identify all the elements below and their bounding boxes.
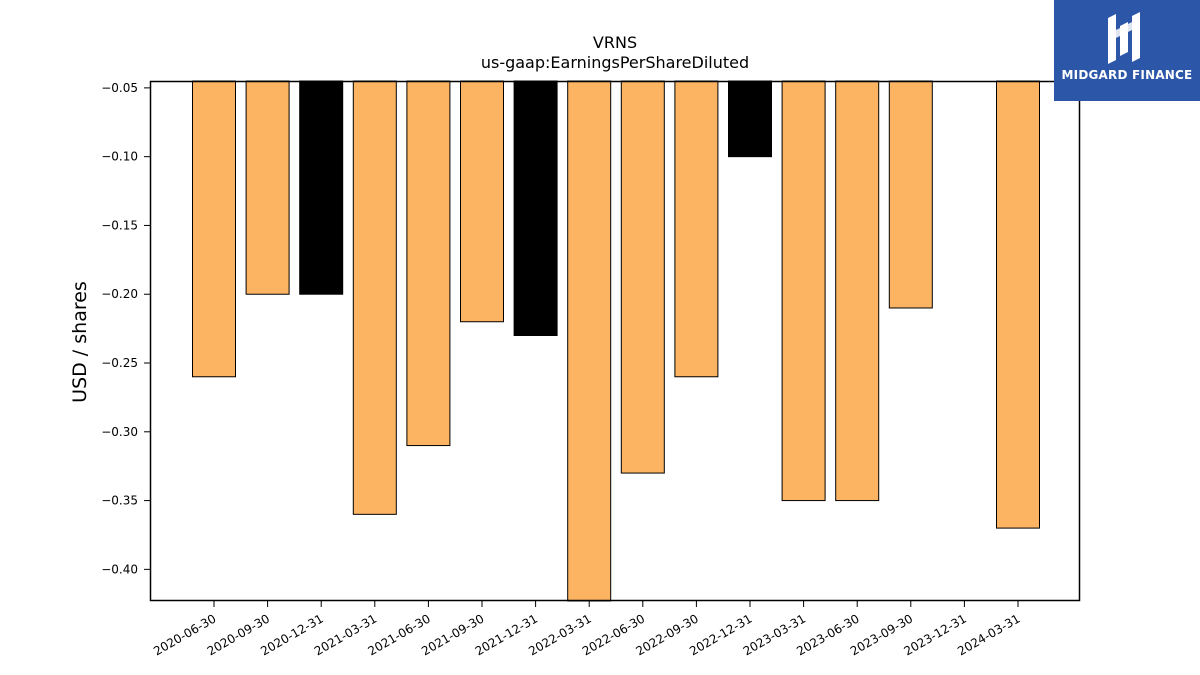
y-tick-label: −0.05 [101, 81, 138, 95]
y-tick-label: −0.20 [101, 287, 138, 301]
bar-2021-09-30 [460, 80, 504, 323]
y-tick-label: −0.10 [101, 150, 138, 164]
bar-2020-09-30 [245, 80, 290, 295]
y-axis-label: USD / shares [69, 281, 91, 403]
bar-2022-09-30 [674, 80, 719, 378]
bar-2023-09-30 [888, 80, 933, 309]
bar-2021-03-31 [352, 80, 397, 515]
bar-2022-06-30 [620, 80, 665, 474]
bar-2022-12-31 [728, 80, 772, 158]
y-ticks-group: −0.05 −0.10 −0.15 −0.20 −0.25 −0.30 −0.35 −0.40 [101, 81, 150, 576]
chart-subtitle: us-gaap:EarningsPerShareDiluted [481, 53, 749, 72]
y-tick-label: −0.15 [101, 218, 138, 232]
bar-2021-12-31 [513, 80, 558, 336]
bar-2023-06-30 [835, 80, 880, 502]
chart-title: VRNS [593, 33, 637, 52]
bar-2022-03-31 [567, 80, 612, 602]
y-tick-label: −0.30 [101, 425, 138, 439]
y-tick-label: −0.40 [101, 562, 138, 576]
y-tick-label: −0.35 [101, 494, 138, 508]
bar-2020-12-31 [299, 80, 344, 295]
bar-2020-06-30 [192, 80, 236, 378]
midgard-logo-icon [1108, 12, 1140, 64]
bars-group [192, 80, 1040, 602]
bar-2023-03-31 [781, 80, 826, 502]
x-ticks-group: 2020-06-302020-09-302020-12-312021-03-31… [151, 601, 1023, 658]
bar-2024-03-31 [996, 80, 1040, 529]
y-tick-label: −0.25 [101, 356, 138, 370]
logo-text: MIDGARD FINANCE [1061, 68, 1193, 82]
bar-2021-06-30 [406, 80, 451, 447]
midgard-finance-logo: MIDGARD FINANCE [1054, 0, 1200, 101]
plot-frame [149, 80, 1081, 602]
